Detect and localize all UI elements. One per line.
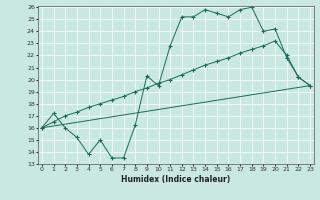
X-axis label: Humidex (Indice chaleur): Humidex (Indice chaleur) — [121, 175, 231, 184]
